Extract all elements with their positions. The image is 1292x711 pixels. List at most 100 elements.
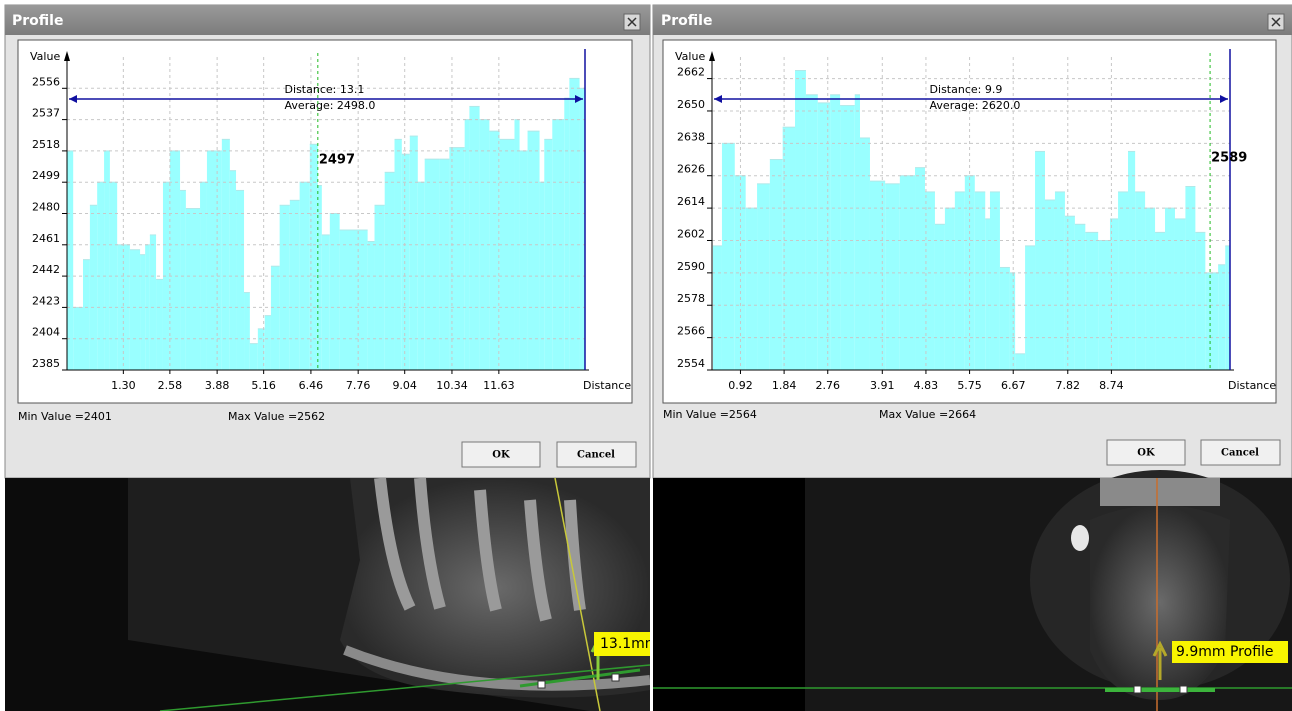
profile-step (1035, 151, 1045, 370)
profile-step (805, 94, 818, 370)
min-label: Min Value =2564 (663, 408, 757, 421)
annotation: Distance: 13.1 (285, 83, 365, 96)
profile-step (97, 182, 105, 370)
cancel-label[interactable]: Cancel (1221, 448, 1259, 459)
profile-step (1015, 353, 1026, 370)
profile-step (384, 172, 395, 370)
profile-step (1085, 232, 1099, 370)
profile-step (82, 259, 90, 370)
profile-step (544, 139, 553, 370)
profile-step (479, 119, 490, 370)
y-tick-label: 2566 (677, 325, 705, 338)
close-button[interactable] (623, 13, 641, 31)
profile-step (374, 205, 385, 370)
profile-step (464, 119, 470, 370)
x-tick-label: 4.83 (914, 379, 939, 392)
profile-step (899, 175, 916, 370)
profile-step (769, 159, 783, 370)
profile-step (221, 139, 230, 370)
y-tick-label: 2590 (677, 260, 705, 273)
cancel-label[interactable]: Cancel (577, 450, 615, 461)
profile-step (289, 200, 300, 370)
profile-step (244, 292, 250, 370)
profile-step (149, 234, 157, 370)
x-tick-label: 3.88 (205, 379, 230, 392)
cursor-value: 2589 (1211, 151, 1247, 166)
profile-step (1155, 232, 1166, 370)
profile-step (944, 208, 955, 370)
profile-step (299, 182, 310, 370)
title-bar (5, 5, 650, 35)
x-tick-label: 5.75 (957, 379, 982, 392)
profile-step (782, 127, 796, 370)
ok-button[interactable]: OK (1106, 439, 1186, 466)
profile-step (264, 315, 271, 370)
profile-step (249, 343, 258, 370)
profile-step (1128, 151, 1136, 370)
close-button[interactable] (1267, 13, 1285, 31)
max-label: Max Value =2664 (879, 408, 976, 421)
profile-step (721, 143, 735, 370)
x-tick-label: 3.91 (870, 379, 895, 392)
profile-step (964, 175, 975, 370)
profile-step (229, 170, 237, 370)
profile-step (257, 328, 265, 370)
ok-label[interactable]: OK (492, 450, 510, 461)
profile-step (317, 185, 322, 370)
profile-step (129, 249, 141, 370)
profile-step (489, 131, 500, 370)
ok-label[interactable]: OK (1137, 448, 1155, 459)
profile-step (329, 213, 340, 370)
profile-step (409, 136, 418, 370)
profile-step (1045, 200, 1055, 370)
profile-step (104, 150, 110, 370)
x-axis-label: Distance (583, 379, 631, 392)
profile-step (1135, 191, 1146, 370)
profile-step (1009, 272, 1016, 370)
profile-step (924, 191, 935, 370)
y-tick-label: 2461 (32, 232, 60, 245)
profile-step (1118, 191, 1129, 370)
profile-step (854, 94, 860, 370)
profile-step (1145, 208, 1156, 370)
title-bar (653, 5, 1292, 35)
x-tick-label: 1.30 (111, 379, 136, 392)
profile-step (1109, 218, 1119, 370)
profile-step (569, 78, 580, 371)
ok-button[interactable]: OK (461, 441, 541, 468)
y-axis-arrow (709, 51, 715, 61)
y-tick-label: 2423 (32, 294, 60, 307)
profile-step (757, 183, 770, 370)
cursor-value: 2497 (319, 153, 355, 168)
profile-step (869, 181, 886, 370)
x-tick-label: 1.84 (772, 379, 797, 392)
profile-step (1064, 216, 1075, 370)
profile-step (840, 105, 855, 370)
ct-image: 9.9mm Profile (653, 470, 1292, 711)
profile-step (200, 182, 207, 370)
profile-step (109, 182, 118, 370)
profile-step (1174, 218, 1186, 370)
y-tick-label: 2650 (677, 98, 705, 111)
y-tick-label: 2662 (677, 66, 705, 79)
profile-step (1195, 232, 1206, 370)
y-tick-label: 2626 (677, 163, 705, 176)
max-label: Max Value =2562 (228, 410, 325, 423)
cancel-button[interactable]: Cancel (556, 441, 637, 468)
x-tick-label: 8.74 (1099, 379, 1124, 392)
profile-step (180, 190, 186, 370)
profile-step (499, 139, 515, 370)
y-tick-label: 2614 (677, 195, 705, 208)
profile-step (1054, 191, 1065, 370)
profile-step (339, 229, 368, 370)
profile-step (985, 218, 990, 370)
profile-step (401, 154, 410, 370)
profile-step (270, 266, 280, 370)
profile-step (1225, 245, 1230, 370)
profile-step (140, 254, 146, 370)
profile-step (989, 191, 1000, 370)
cancel-button[interactable]: Cancel (1200, 439, 1281, 466)
annotation: Average: 2620.0 (930, 99, 1021, 112)
y-tick-label: 2404 (32, 326, 60, 339)
